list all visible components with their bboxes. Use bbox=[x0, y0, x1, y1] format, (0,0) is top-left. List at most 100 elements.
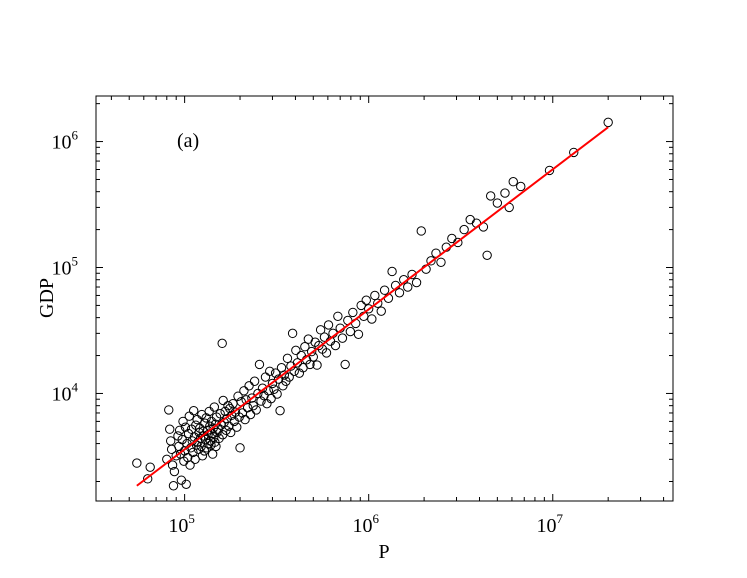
data-point bbox=[167, 460, 178, 470]
data-point bbox=[292, 358, 303, 368]
data-point bbox=[312, 360, 322, 370]
data-point bbox=[223, 400, 233, 411]
data-point bbox=[387, 266, 397, 277]
data-point bbox=[201, 413, 211, 423]
data-point bbox=[165, 436, 176, 446]
data-point bbox=[232, 422, 242, 432]
data-point bbox=[190, 454, 200, 465]
data-point bbox=[188, 405, 199, 416]
data-point bbox=[284, 372, 294, 382]
data-point bbox=[345, 326, 356, 337]
data-point bbox=[306, 346, 317, 357]
data-point bbox=[337, 333, 348, 343]
data-point bbox=[321, 348, 332, 358]
data-point bbox=[207, 449, 218, 459]
data-point bbox=[373, 298, 383, 308]
plot-frame bbox=[95, 95, 674, 502]
data-point bbox=[353, 329, 364, 339]
data-point bbox=[226, 427, 236, 438]
data-point bbox=[508, 177, 518, 187]
y-tick-label: 104 bbox=[52, 379, 79, 405]
data-point bbox=[363, 304, 374, 314]
data-point bbox=[333, 311, 343, 321]
data-point bbox=[275, 405, 285, 416]
data-point bbox=[188, 447, 198, 458]
data-point bbox=[279, 370, 290, 380]
data-point bbox=[235, 443, 245, 453]
data-point bbox=[145, 462, 155, 472]
x-tick-label: 106 bbox=[352, 511, 379, 537]
data-point bbox=[211, 441, 221, 452]
data-point bbox=[379, 285, 390, 295]
data-point bbox=[356, 300, 366, 311]
data-point bbox=[394, 288, 405, 298]
data-point bbox=[164, 405, 174, 415]
data-point bbox=[416, 226, 426, 236]
data-point bbox=[233, 391, 243, 401]
data-point bbox=[516, 181, 526, 192]
data-point bbox=[330, 340, 341, 351]
data-point bbox=[215, 409, 225, 419]
data-point bbox=[436, 257, 446, 267]
data-point bbox=[245, 409, 256, 420]
data-point bbox=[411, 277, 422, 288]
data-point bbox=[500, 188, 510, 198]
data-point bbox=[174, 425, 185, 435]
data-point bbox=[169, 466, 180, 477]
data-point bbox=[244, 381, 254, 391]
data-point bbox=[200, 418, 210, 428]
data-point bbox=[209, 402, 220, 412]
data-point bbox=[426, 256, 436, 266]
data-point bbox=[132, 458, 142, 468]
data-point bbox=[171, 451, 181, 461]
data-point bbox=[291, 345, 301, 356]
data-point bbox=[199, 446, 210, 456]
data-point bbox=[459, 224, 469, 235]
data-point bbox=[256, 396, 266, 406]
data-point bbox=[251, 405, 261, 415]
data-point bbox=[240, 414, 250, 425]
axis-ticks: 105 106 107 104 105 106 bbox=[52, 96, 673, 537]
y-tick-label: 105 bbox=[52, 254, 79, 280]
data-point bbox=[310, 337, 320, 347]
data-point bbox=[287, 328, 298, 339]
data-point bbox=[270, 368, 281, 378]
data-point bbox=[260, 372, 271, 382]
y-tick-label: 106 bbox=[52, 128, 79, 154]
data-point bbox=[370, 290, 380, 301]
data-point bbox=[453, 237, 463, 248]
data-points bbox=[132, 117, 613, 491]
data-point bbox=[178, 416, 188, 427]
data-point bbox=[492, 198, 503, 208]
data-point bbox=[180, 422, 191, 432]
data-point bbox=[247, 393, 257, 403]
x-tick-label: 105 bbox=[168, 511, 195, 537]
data-point bbox=[269, 384, 279, 394]
data-point bbox=[267, 378, 278, 389]
data-point bbox=[447, 233, 457, 244]
data-point bbox=[209, 432, 219, 442]
y-axis-label: GDP bbox=[36, 278, 58, 318]
data-point bbox=[242, 403, 253, 413]
data-point bbox=[142, 474, 153, 484]
data-point bbox=[407, 269, 417, 280]
data-point bbox=[603, 117, 613, 128]
data-point bbox=[367, 314, 377, 324]
data-point bbox=[217, 338, 227, 349]
data-point bbox=[376, 306, 386, 316]
fit-line bbox=[136, 126, 609, 487]
data-point bbox=[403, 282, 413, 292]
data-point bbox=[465, 214, 475, 225]
data-point bbox=[168, 481, 179, 491]
data-point bbox=[254, 359, 265, 370]
data-point bbox=[257, 383, 268, 393]
data-point bbox=[181, 479, 191, 489]
data-point bbox=[272, 389, 282, 399]
data-point bbox=[569, 147, 579, 158]
data-point bbox=[197, 451, 208, 461]
panel-label: (a) bbox=[177, 130, 199, 152]
data-point bbox=[544, 165, 555, 176]
data-point bbox=[185, 460, 195, 470]
data-point bbox=[340, 359, 350, 370]
